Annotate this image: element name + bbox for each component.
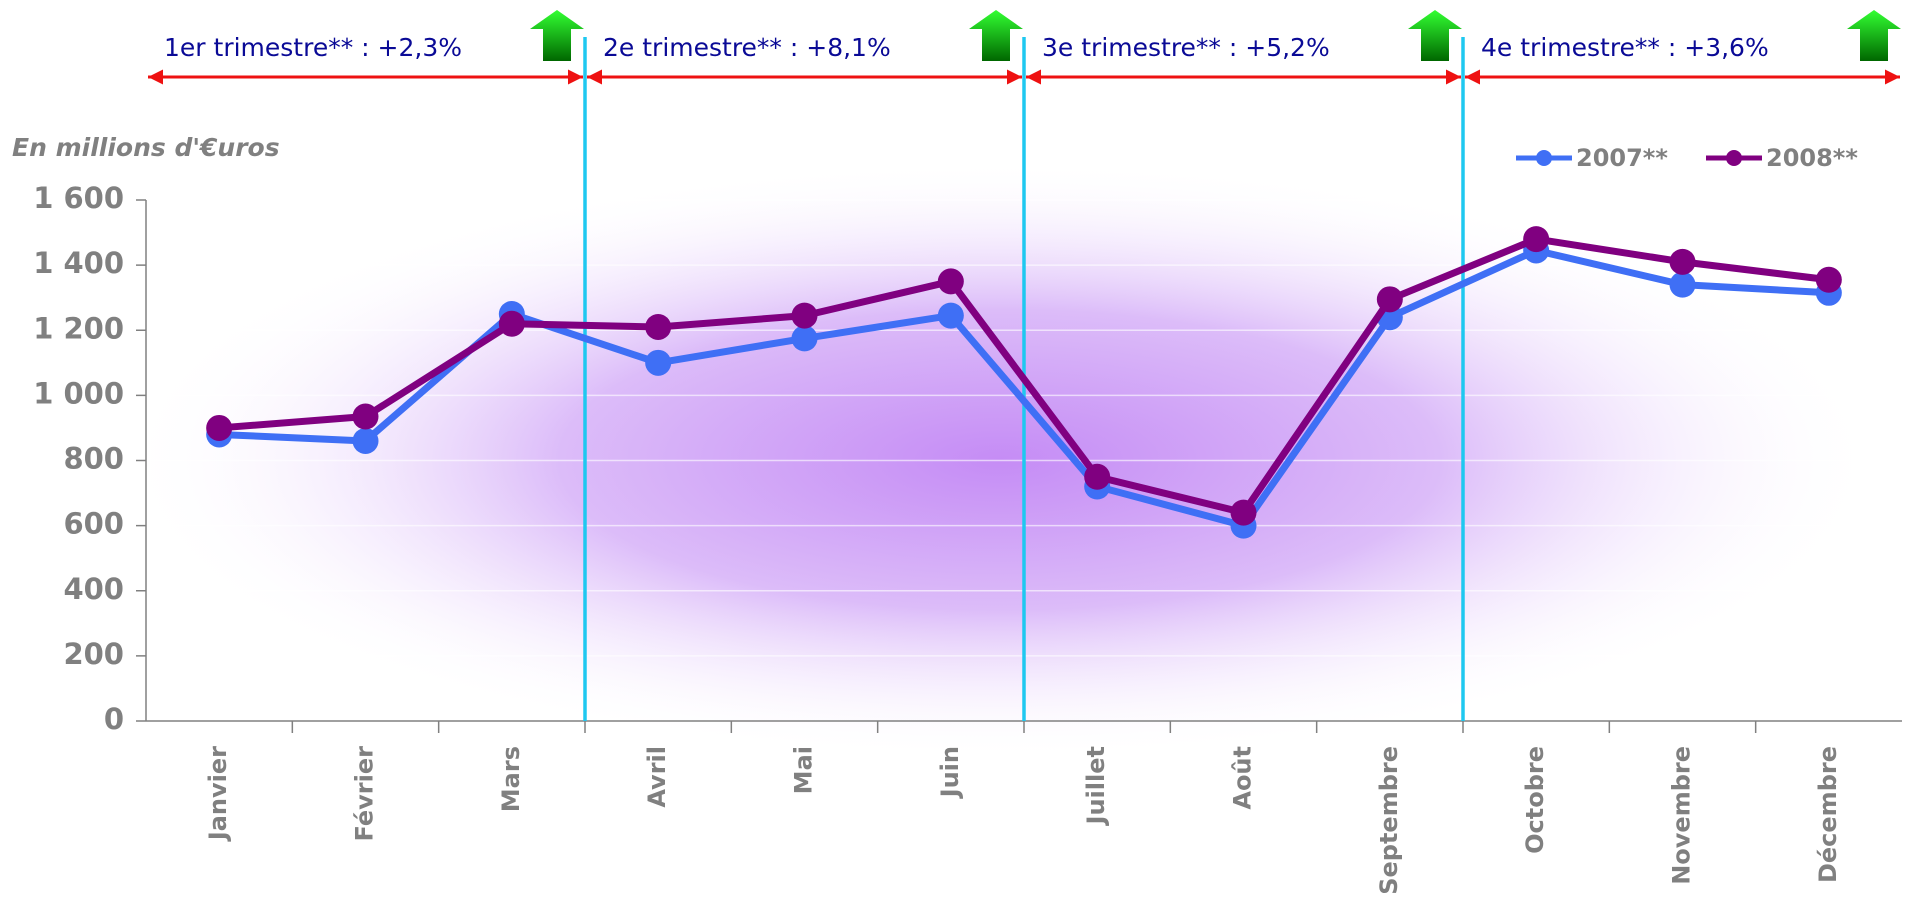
data-point xyxy=(1230,499,1257,526)
data-point xyxy=(498,310,525,337)
data-point xyxy=(206,414,233,441)
legend-marker xyxy=(1726,150,1742,166)
data-point xyxy=(791,302,818,329)
quarter-annotation: 1er trimestre** : +2,3% xyxy=(164,33,462,62)
data-point xyxy=(1669,271,1696,298)
up-arrow xyxy=(969,10,1023,61)
x-tick-label: Janvier xyxy=(204,746,232,842)
x-tick-label: Mai xyxy=(790,746,818,794)
data-point xyxy=(645,313,672,340)
y-tick-label: 800 xyxy=(63,442,124,476)
x-tick-label: Juillet xyxy=(1082,746,1110,826)
data-point xyxy=(645,349,672,376)
y-tick-label: 1 000 xyxy=(33,376,124,410)
y-tick-label: 1 200 xyxy=(33,311,124,345)
x-tick-label: Septembre xyxy=(1375,746,1403,895)
legend-label: 2007** xyxy=(1576,144,1668,172)
x-tick-label: Décembre xyxy=(1814,746,1842,883)
data-point xyxy=(352,427,379,454)
quarter-annotation: 4e trimestre** : +3,6% xyxy=(1481,33,1769,62)
x-tick-label: Février xyxy=(351,746,379,842)
data-point xyxy=(1523,226,1550,253)
y-tick-label: 400 xyxy=(63,572,124,606)
y-tick-label: 600 xyxy=(63,507,124,541)
data-point xyxy=(1669,248,1696,275)
y-tick-label: 0 xyxy=(104,702,124,736)
y-tick-label: 1 600 xyxy=(33,181,124,215)
data-point xyxy=(352,403,379,430)
x-tick-label: Mars xyxy=(497,746,525,812)
data-point xyxy=(1376,286,1403,313)
y-tick-label: 1 400 xyxy=(33,246,124,280)
x-tick-label: Avril xyxy=(643,746,671,808)
quarter-annotation: 2e trimestre** : +8,1% xyxy=(603,33,891,62)
data-point xyxy=(791,325,818,352)
y-axis-label: En millions d'€uros xyxy=(12,133,280,162)
data-point xyxy=(937,268,964,295)
legend-label: 2008** xyxy=(1766,144,1858,172)
x-tick-label: Juin xyxy=(936,746,964,799)
legend-marker xyxy=(1536,150,1552,166)
series-line xyxy=(218,235,1830,517)
data-point xyxy=(1815,266,1842,293)
up-arrow xyxy=(530,10,584,61)
quarter-annotation: 3e trimestre** : +5,2% xyxy=(1042,33,1330,62)
up-arrow xyxy=(1847,10,1901,61)
x-tick-label: Août xyxy=(1229,746,1257,810)
data-point xyxy=(937,302,964,329)
data-point xyxy=(1084,463,1111,490)
x-tick-label: Novembre xyxy=(1668,746,1696,885)
up-arrow xyxy=(1408,10,1462,61)
x-tick-label: Octobre xyxy=(1521,746,1549,854)
y-tick-label: 200 xyxy=(63,637,124,671)
